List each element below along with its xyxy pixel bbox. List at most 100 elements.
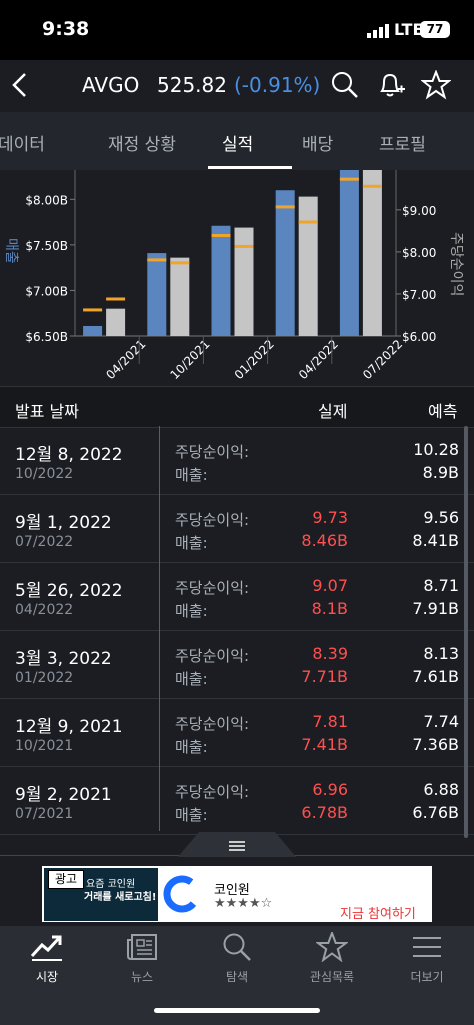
tab-dividends[interactable]: 배당: [302, 135, 334, 155]
bar-revenue-actual: [339, 170, 359, 336]
eps-label: 주당순이익:: [175, 647, 250, 665]
x-tick-label: 04/2021: [103, 337, 148, 382]
alert-bell-icon[interactable]: [376, 70, 406, 100]
revenue-label: 매출:: [175, 534, 208, 552]
ad-cta-button[interactable]: 지금 참여하기: [340, 907, 416, 922]
tab-data[interactable]: 데이터: [0, 135, 45, 155]
revenue-estimate: 6.76B: [412, 803, 459, 822]
revenue-actual: 7.41B: [301, 735, 348, 754]
menu-icon[interactable]: [412, 932, 442, 962]
table-row[interactable]: 12월 8, 2022 10/2022 주당순이익: 매출: 10.28 8.9B: [0, 426, 474, 495]
ad-rating: ★★★★☆: [214, 896, 273, 911]
bar-revenue-estimate: [106, 308, 126, 336]
star-icon[interactable]: [421, 70, 451, 100]
right-tick-label: $7.00: [402, 288, 436, 302]
network-label: LTE: [394, 20, 424, 39]
report-period: 10/2021: [15, 738, 74, 754]
tab-financials[interactable]: 재정 상황: [108, 135, 176, 155]
table-row[interactable]: 12월 9, 2021 10/2021 주당순이익: 매출: 7.81 7.41B 7.74…: [0, 698, 474, 767]
eps-estimate: 6.88: [423, 780, 459, 799]
x-tick-label: 01/2022: [232, 337, 277, 382]
eps-actual: 9.07: [312, 576, 348, 595]
signal-icon: [367, 24, 389, 38]
header: [0, 60, 474, 112]
left-tick-label: $8.00B: [25, 193, 68, 207]
stock-price: 525.82: [157, 73, 227, 97]
nav-explore[interactable]: 탐색: [225, 970, 249, 984]
bar-revenue-actual: [147, 253, 167, 336]
status-bar: [0, 0, 474, 60]
revenue-label: 매출:: [175, 670, 208, 688]
eps-label: 주당순이익:: [175, 511, 250, 529]
left-tick-label: $7.50B: [25, 239, 68, 253]
report-date: 5월 26, 2022: [15, 581, 123, 601]
revenue-label: 매출:: [175, 738, 208, 756]
eps-actual-marker: [147, 258, 167, 262]
report-period: 01/2022: [15, 670, 74, 686]
bar-revenue-estimate: [298, 196, 318, 336]
x-tick-label: 04/2022: [296, 337, 341, 382]
eps-actual: 6.96: [312, 780, 348, 799]
header-date: 발표 날짜: [15, 402, 79, 421]
ad-banner-title: 요즘 코인원: [86, 879, 136, 890]
revenue-label: 매출:: [175, 466, 208, 484]
ad-app-name: 코인원: [214, 883, 250, 898]
table-row[interactable]: 3월 3, 2022 01/2022 주당순이익: 매출: 8.39 7.71B 8.13 7…: [0, 630, 474, 699]
revenue-label: 매출:: [175, 602, 208, 620]
nav-market[interactable]: 시장: [35, 970, 59, 984]
revenue-label: 매출:: [175, 806, 208, 824]
revenue-estimate: 7.36B: [412, 735, 459, 754]
revenue-estimate: 7.61B: [412, 667, 459, 686]
table-row[interactable]: 5월 26, 2022 04/2022 주당순이익: 매출: 9.07 8.1B 8.71 7…: [0, 562, 474, 631]
right-axis-label: 주당순이익: [448, 232, 464, 296]
eps-actual: 9.73: [312, 508, 348, 527]
left-tick-label: $7.00B: [25, 284, 68, 298]
eps-estimate: 10.28: [413, 440, 459, 459]
report-period: 04/2022: [15, 602, 74, 618]
table-row[interactable]: 9월 1, 2022 07/2022 주당순이익: 매출: 9.73 8.46B 9.56 8…: [0, 494, 474, 563]
eps-label: 주당순이익:: [175, 443, 250, 461]
ad-tag: 광고: [48, 870, 84, 889]
market-chart-icon[interactable]: [30, 932, 64, 962]
eps-actual-marker: [83, 308, 103, 312]
report-period: 07/2021: [15, 806, 74, 822]
revenue-estimate: 8.9B: [422, 463, 459, 482]
bar-revenue-estimate: [170, 257, 190, 336]
bar-revenue-estimate: [362, 170, 382, 336]
search-icon[interactable]: [331, 71, 359, 99]
eps-label: 주당순이익:: [175, 715, 250, 733]
revenue-actual: 6.78B: [301, 803, 348, 822]
nav-news[interactable]: 뉴스: [130, 970, 154, 984]
eps-actual-marker: [339, 177, 359, 181]
eps-actual: 7.81: [312, 712, 348, 731]
home-indicator: [154, 1008, 320, 1013]
report-period: 07/2022: [15, 534, 74, 550]
eps-label: 주당순이익:: [175, 783, 250, 801]
header-estimate: 예측: [428, 402, 458, 421]
eps-estimate: 8.13: [423, 644, 459, 663]
left-tick-label: $6.50B: [25, 330, 68, 344]
earnings-chart: $6.50B $7.00B $7.50B $8.00B $6.00 $7.00 $8.00 $…: [3, 170, 464, 382]
drawer-handle[interactable]: [177, 832, 297, 858]
report-period: 10/2022: [15, 466, 74, 482]
coinone-logo-icon: [163, 875, 201, 913]
scrollbar[interactable]: [464, 426, 468, 838]
table-header: [0, 386, 474, 428]
right-tick-label: $6.00: [402, 330, 436, 344]
table-row[interactable]: 9월 2, 2021 07/2021 주당순이익: 매출: 6.96 6.78B 6.88 6…: [0, 766, 474, 835]
news-icon[interactable]: [126, 932, 158, 962]
nav-more[interactable]: 더보기: [410, 970, 444, 984]
back-icon[interactable]: [8, 70, 32, 100]
bar-revenue-estimate: [234, 227, 254, 336]
eps-estimate: 9.56: [423, 508, 459, 527]
tab-profile[interactable]: 프로필: [379, 135, 426, 155]
price-change: (-0.91%): [234, 73, 321, 97]
battery-icon: 77: [420, 21, 450, 38]
status-time: 9:38: [42, 18, 90, 40]
eps-estimate-marker: [170, 261, 190, 265]
watchlist-star-icon[interactable]: [316, 932, 348, 962]
report-date: 12월 8, 2022: [15, 445, 123, 465]
nav-watchlist[interactable]: 관심목록: [309, 970, 355, 984]
tab-earnings[interactable]: 실적: [222, 135, 254, 155]
explore-search-icon[interactable]: [222, 932, 252, 962]
